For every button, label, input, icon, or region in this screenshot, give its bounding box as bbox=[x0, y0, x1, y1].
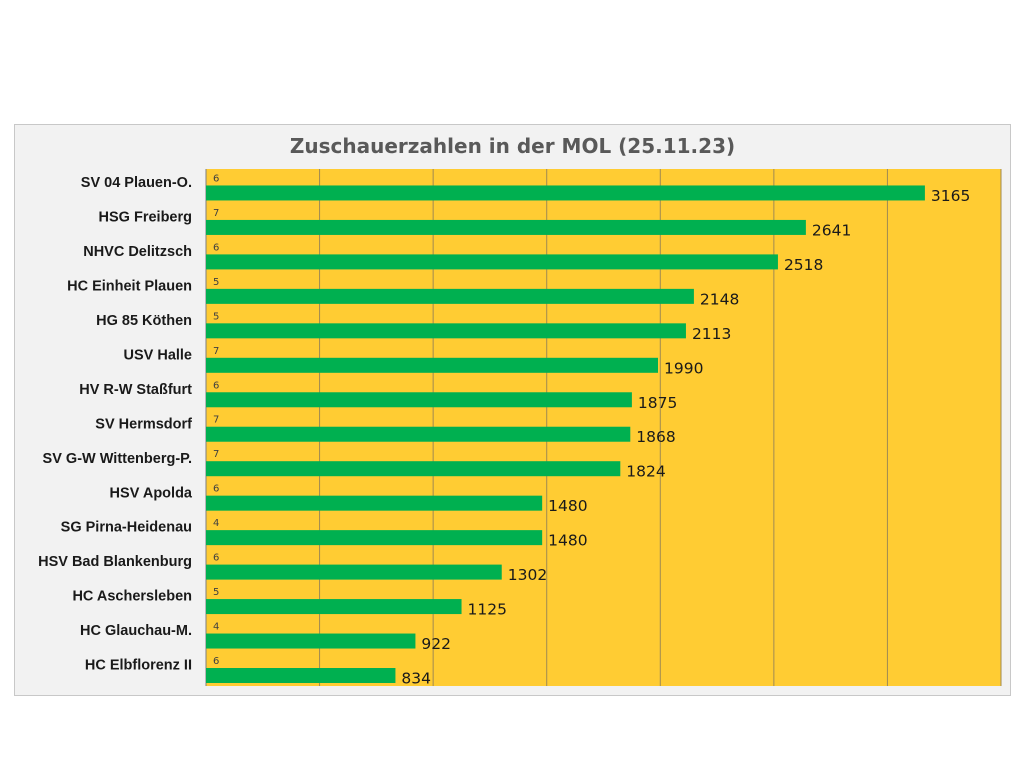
data-label: 1824 bbox=[626, 463, 665, 481]
secondary-label: 5 bbox=[213, 277, 219, 288]
secondary-label: 4 bbox=[213, 518, 219, 529]
category-label: NHVC Delitzsch bbox=[83, 244, 192, 260]
secondary-label: 6 bbox=[213, 484, 219, 495]
category-label: SV G-W Wittenberg-P. bbox=[43, 451, 192, 467]
data-label: 834 bbox=[401, 670, 431, 688]
category-label: HSG Freiberg bbox=[99, 210, 192, 226]
category-label: HSV Apolda bbox=[110, 485, 193, 501]
bar bbox=[206, 288, 694, 304]
data-label: 1480 bbox=[548, 497, 587, 515]
secondary-label: 5 bbox=[213, 587, 219, 598]
secondary-label: 6 bbox=[213, 380, 219, 391]
category-label: HC Einheit Plauen bbox=[67, 278, 192, 294]
secondary-label: 7 bbox=[213, 415, 219, 426]
data-label: 1868 bbox=[636, 428, 675, 446]
bar bbox=[206, 668, 396, 683]
secondary-label: 6 bbox=[213, 173, 219, 184]
secondary-label: 7 bbox=[213, 449, 219, 460]
bar bbox=[206, 426, 631, 442]
data-label: 1125 bbox=[468, 601, 507, 619]
data-label: 2518 bbox=[784, 256, 823, 274]
data-label: 1875 bbox=[638, 394, 677, 412]
bar bbox=[206, 633, 416, 649]
secondary-label: 7 bbox=[213, 208, 219, 219]
data-label: 3165 bbox=[931, 187, 970, 205]
bar bbox=[206, 530, 543, 546]
bar bbox=[206, 495, 543, 511]
secondary-label: 5 bbox=[213, 311, 219, 322]
category-label: HC Aschersleben bbox=[72, 589, 192, 605]
category-label: HV R-W Staßfurt bbox=[79, 382, 192, 398]
bar bbox=[206, 564, 502, 580]
bar bbox=[206, 461, 621, 477]
data-label: 1990 bbox=[664, 359, 703, 377]
category-label: HG 85 Köthen bbox=[96, 313, 192, 329]
data-label: 2148 bbox=[700, 290, 739, 308]
bar bbox=[206, 185, 925, 201]
bar bbox=[206, 599, 462, 615]
bar bbox=[206, 323, 686, 339]
secondary-label: 4 bbox=[213, 622, 219, 633]
category-label: SV 04 Plauen-O. bbox=[81, 175, 192, 191]
data-label: 1480 bbox=[548, 532, 587, 550]
bar bbox=[206, 357, 659, 373]
category-label: HSV Bad Blankenburg bbox=[38, 554, 192, 570]
category-label: USV Halle bbox=[124, 347, 193, 363]
category-label: HC Elbflorenz II bbox=[85, 658, 192, 674]
secondary-label: 6 bbox=[213, 242, 219, 253]
data-label: 2641 bbox=[812, 221, 851, 239]
data-label: 922 bbox=[421, 635, 451, 653]
secondary-label: 6 bbox=[213, 656, 219, 667]
secondary-label: 6 bbox=[213, 553, 219, 564]
bar bbox=[206, 392, 632, 408]
secondary-label: 7 bbox=[213, 346, 219, 357]
data-label: 1302 bbox=[508, 566, 547, 584]
chart-title: Zuschauerzahlen in der MOL (25.11.23) bbox=[289, 134, 736, 158]
category-label: SV Hermsdorf bbox=[95, 416, 192, 432]
bar bbox=[206, 219, 806, 235]
category-label: HC Glauchau-M. bbox=[80, 623, 192, 639]
category-label: SG Pirna-Heidenau bbox=[61, 520, 192, 536]
bar bbox=[206, 254, 778, 270]
data-label: 2113 bbox=[692, 325, 731, 343]
